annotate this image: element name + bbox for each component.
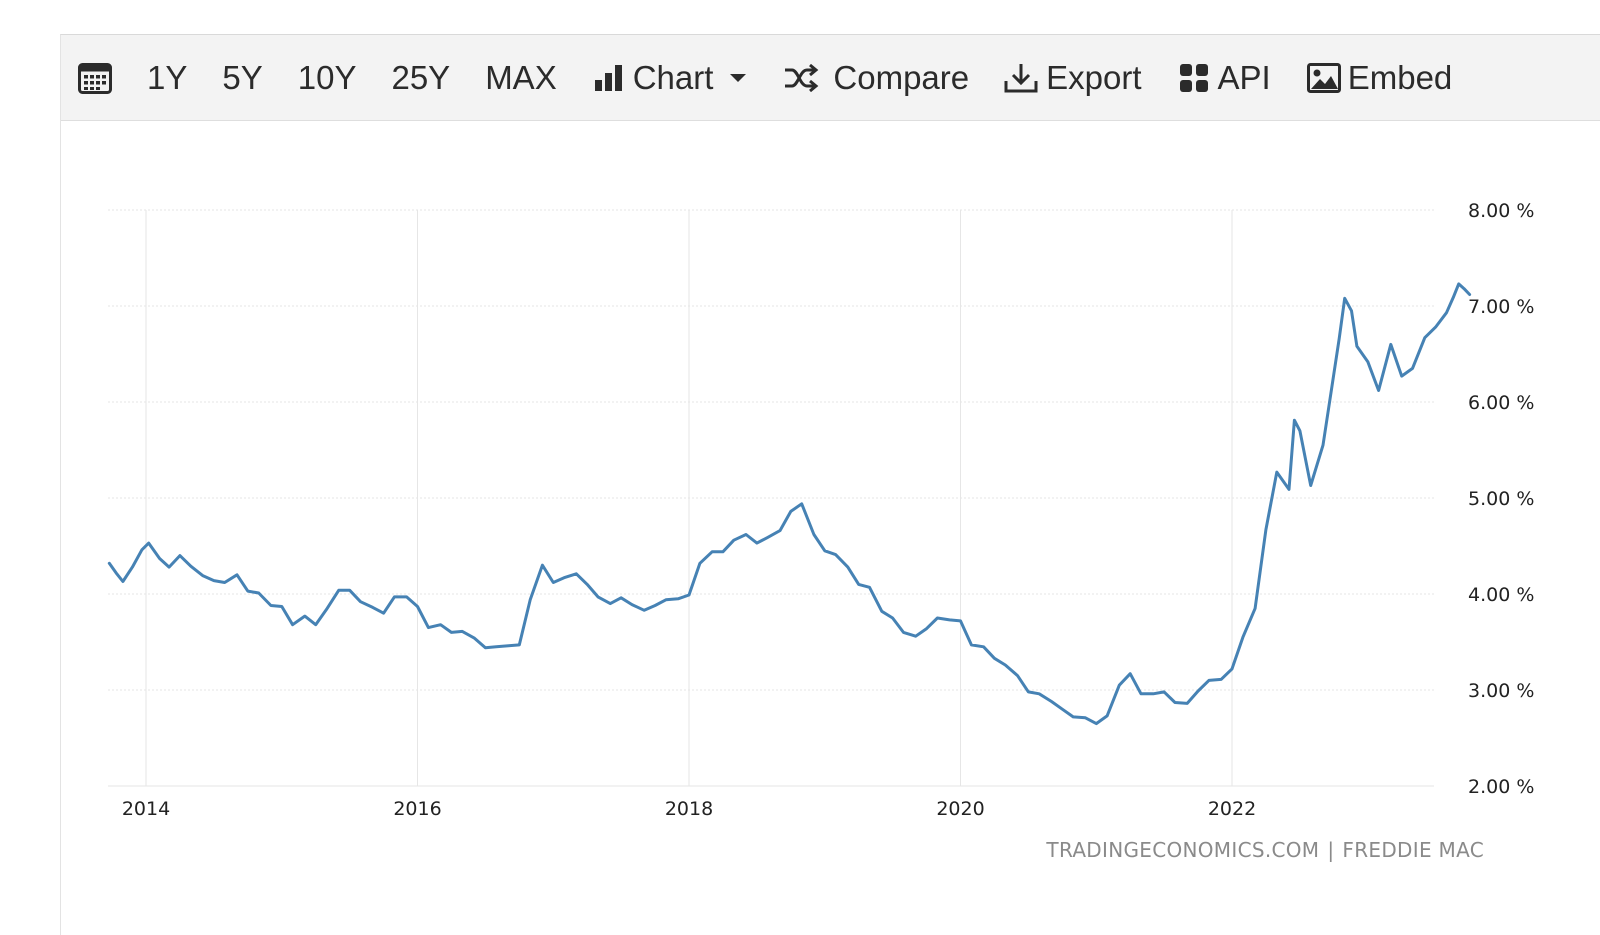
grid-apps-icon [1179,63,1208,92]
line-chart: 2.00 % 3.00 % 4.00 % 5.00 % 6.00 % 7.00 % 8.00… [107,200,1535,820]
source-provider: FREDDIE MAC [1342,838,1484,862]
embed-label: Embed [1347,59,1453,96]
shuffle-icon [785,63,819,92]
export-button[interactable]: Export [1004,59,1142,96]
range-max-button[interactable]: MAX [485,61,557,94]
y-tick-label: 7.00 % [1468,296,1534,318]
source-separator: | [1327,838,1335,862]
range-25y-label: 25Y [391,59,451,96]
x-tick-label: 2018 [665,798,713,820]
range-10y-label: 10Y [297,59,357,96]
export-label: Export [1046,59,1142,96]
range-max-label: MAX [485,59,557,96]
embed-button[interactable]: Embed [1306,59,1453,96]
calendar-icon [78,62,112,94]
range-5y-button[interactable]: 5Y [222,61,262,94]
range-25y-button[interactable]: 25Y [391,61,450,94]
source-site-link[interactable]: TRADINGECONOMICS.COM [1046,838,1320,862]
y-tick-label: 6.00 % [1468,392,1534,414]
compare-button[interactable]: Compare [783,61,969,94]
bar-chart-icon [594,64,622,91]
x-tick-label: 2020 [936,798,984,820]
y-tick-label: 5.00 % [1468,488,1534,510]
x-tick-label: 2022 [1208,798,1256,820]
data-source-credit: TRADINGECONOMICS.COM | FREDDIE MAC [1046,838,1484,862]
chart-area: 2.00 % 3.00 % 4.00 % 5.00 % 6.00 % 7.00 % 8.00… [107,200,1535,820]
y-tick-label: 3.00 % [1468,680,1534,702]
api-button[interactable]: API [1179,61,1271,94]
chart-toolbar: 1Y 5Y 10Y 25Y MAX Chart Compare [61,35,1600,121]
y-tick-label: 2.00 % [1468,776,1534,798]
download-icon [1004,63,1038,92]
series-line-0[interactable] [107,282,1472,726]
chart-type-label: Chart [632,59,714,96]
chart-frame [60,34,1600,935]
range-1y-button[interactable]: 1Y [147,61,187,94]
grid-lines [108,209,1434,787]
series-layer [107,282,1472,726]
caret-down-icon [730,73,747,82]
tick-labels: 2.00 % 3.00 % 4.00 % 5.00 % 6.00 % 7.00 % 8.00… [122,200,1535,820]
range-10y-button[interactable]: 10Y [298,61,357,94]
y-tick-label: 4.00 % [1468,584,1534,606]
x-tick-label: 2016 [393,798,441,820]
range-5y-label: 5Y [222,59,263,96]
api-label: API [1217,59,1271,96]
chart-type-dropdown[interactable]: Chart [594,61,748,94]
y-tick-label: 8.00 % [1468,200,1534,222]
range-1y-label: 1Y [147,59,188,96]
date-picker-button[interactable] [78,61,112,95]
compare-label: Compare [833,59,970,96]
image-icon [1306,62,1341,93]
x-tick-label: 2014 [122,798,170,820]
